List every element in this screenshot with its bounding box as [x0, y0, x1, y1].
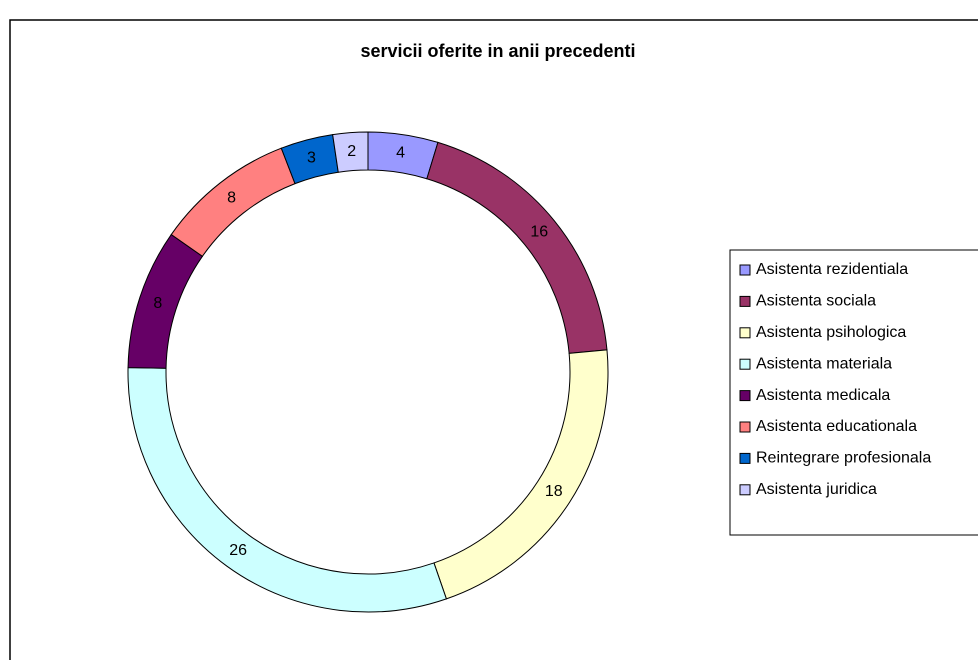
legend-label: Asistenta sociala [756, 293, 876, 310]
data-label: 8 [227, 189, 236, 206]
legend-label: Asistenta materiala [756, 355, 892, 372]
legend-swatch [739, 295, 751, 307]
chart-title: servicii oferite in anii precedenti [360, 41, 635, 61]
legend-label: Asistenta psihologica [756, 324, 906, 341]
legend-label: Asistenta juridica [756, 481, 877, 498]
legend-swatch [739, 421, 751, 433]
data-label: 18 [545, 483, 563, 500]
donut-segment [433, 349, 609, 600]
donut-segment [426, 141, 608, 354]
legend-swatch [739, 327, 751, 339]
data-label: 3 [307, 150, 316, 167]
data-label: 4 [396, 145, 405, 162]
donut-segment [127, 367, 448, 613]
donut-segment [332, 131, 369, 173]
legend-label: Asistenta rezidentiala [756, 261, 908, 278]
donut-segment [127, 233, 204, 369]
legend-swatch [739, 484, 751, 496]
legend-label: Asistenta educationala [756, 418, 917, 435]
legend-label: Asistenta medicala [756, 387, 890, 404]
chart-border [9, 19, 978, 660]
legend-swatch [739, 390, 751, 402]
legend-swatch [739, 264, 751, 276]
data-label: 26 [229, 542, 247, 559]
legend-swatch [739, 358, 751, 370]
legend-box [729, 249, 978, 536]
legend-swatch [739, 452, 751, 464]
data-label: 16 [530, 224, 548, 241]
legend-label: Reintegrare profesionala [756, 450, 931, 467]
data-label: 8 [153, 295, 162, 312]
data-label: 2 [347, 143, 356, 160]
